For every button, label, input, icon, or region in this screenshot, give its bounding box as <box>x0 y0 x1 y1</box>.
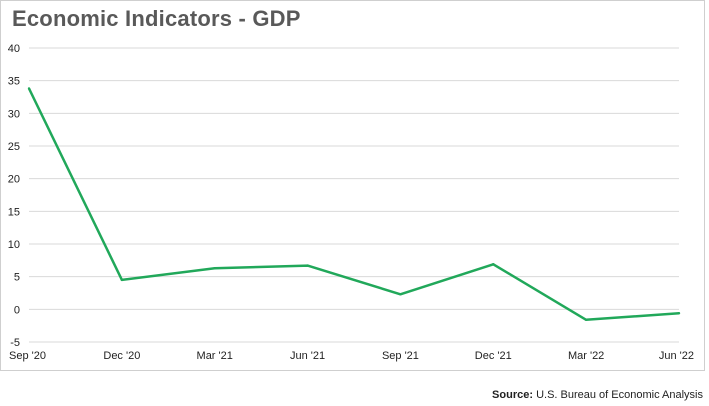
data-point <box>584 318 588 321</box>
x-axis-tick-labels: Sep '20 Dec '20 Mar '21 Jun '21 Sep '21 Dec '… <box>9 350 694 362</box>
x-tick-label: Sep '21 <box>382 350 419 362</box>
data-point <box>677 312 681 315</box>
y-tick-label: 30 <box>8 108 20 120</box>
x-tick-label: Dec '21 <box>475 350 512 362</box>
y-tick-label: 5 <box>14 272 20 284</box>
x-tick-label: Jun '22 <box>659 350 694 362</box>
x-tick-label: Jun '21 <box>290 350 325 362</box>
y-tick-label: 35 <box>8 76 20 88</box>
y-tick-label: 0 <box>14 304 20 316</box>
y-tick-label: 40 <box>8 43 20 55</box>
y-tick-label: 10 <box>8 239 20 251</box>
data-point <box>27 87 31 90</box>
data-point <box>120 278 124 282</box>
source-label: Source: <box>492 389 534 401</box>
y-tick-label: 25 <box>8 141 20 153</box>
data-point <box>213 266 216 270</box>
data-point <box>306 264 309 267</box>
x-tick-label: Dec '20 <box>103 350 140 362</box>
y-tick-label: 20 <box>8 174 20 186</box>
y-tick-label: 15 <box>8 206 20 218</box>
source-text: U.S. Bureau of Economic Analysis <box>536 389 703 401</box>
y-axis-tick-labels: 40 35 30 25 20 15 10 5 0 -5 <box>8 43 20 349</box>
line-chart: 40 35 30 25 20 15 10 5 0 -5 Sep '20 Dec '20 Mar '21… <box>8 43 694 362</box>
data-point <box>399 293 402 296</box>
x-tick-label: Sep '20 <box>9 350 46 362</box>
series-group <box>27 87 681 322</box>
chart-title: Economic Indicators - GDP <box>12 6 301 31</box>
x-tick-label: Mar '21 <box>197 350 233 362</box>
x-tick-label: Mar '22 <box>568 350 604 362</box>
y-tick-label: -5 <box>10 337 20 349</box>
data-point <box>492 263 495 266</box>
gridlines <box>29 47 679 343</box>
series-line <box>27 87 680 322</box>
source-note: Source: U.S. Bureau of Economic Analysis <box>492 389 703 401</box>
